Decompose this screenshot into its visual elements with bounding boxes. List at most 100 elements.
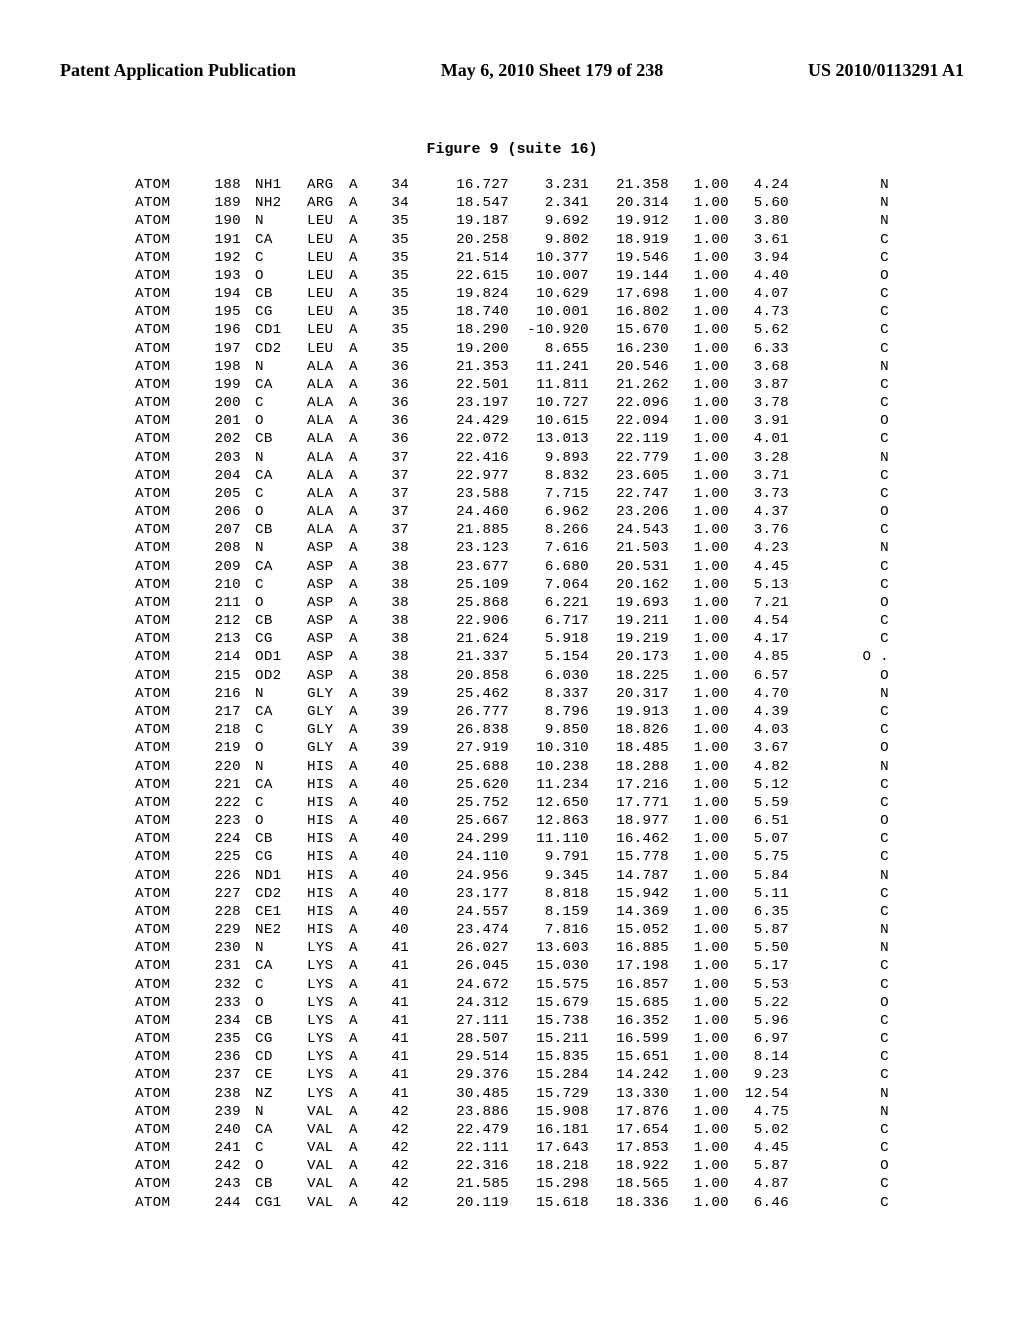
pdb-cell-ser: 203 <box>193 449 241 467</box>
pdb-row: ATOM217CAGLYA3926.7778.79619.9131.004.39… <box>135 703 889 721</box>
pdb-cell-seq: 41 <box>367 1030 409 1048</box>
pdb-cell-atom: C <box>241 485 307 503</box>
pdb-cell-atom: CG <box>241 303 307 321</box>
pdb-cell-elem: C <box>789 1121 889 1139</box>
pdb-cell-x: 21.624 <box>409 630 509 648</box>
pdb-cell-seq: 35 <box>367 340 409 358</box>
pdb-row: ATOM193OLEUA3522.61510.00719.1441.004.40… <box>135 267 889 285</box>
pdb-cell-occ: 1.00 <box>669 1103 729 1121</box>
pdb-cell-rec: ATOM <box>135 467 193 485</box>
pdb-cell-occ: 1.00 <box>669 194 729 212</box>
pdb-row: ATOM211OASPA3825.8686.22119.6931.007.21O <box>135 594 889 612</box>
pdb-cell-chain: A <box>349 1030 367 1048</box>
pdb-cell-seq: 38 <box>367 648 409 666</box>
pdb-cell-z: 18.288 <box>589 758 669 776</box>
pdb-cell-z: 14.787 <box>589 867 669 885</box>
pdb-cell-res: ASP <box>307 558 349 576</box>
pdb-cell-atom: C <box>241 249 307 267</box>
pdb-row: ATOM234CBLYSA4127.11115.73816.3521.005.9… <box>135 1012 889 1030</box>
pdb-cell-chain: A <box>349 503 367 521</box>
pdb-cell-rec: ATOM <box>135 449 193 467</box>
pdb-cell-atom: CA <box>241 776 307 794</box>
pdb-cell-x: 21.585 <box>409 1175 509 1193</box>
pdb-cell-rec: ATOM <box>135 485 193 503</box>
pdb-cell-x: 20.858 <box>409 667 509 685</box>
pdb-cell-y: 15.679 <box>509 994 589 1012</box>
pdb-cell-x: 24.672 <box>409 976 509 994</box>
pdb-cell-res: LYS <box>307 1030 349 1048</box>
pdb-cell-z: 15.685 <box>589 994 669 1012</box>
pdb-cell-elem: C <box>789 848 889 866</box>
pdb-cell-x: 27.111 <box>409 1012 509 1030</box>
pdb-cell-x: 23.197 <box>409 394 509 412</box>
pdb-cell-occ: 1.00 <box>669 376 729 394</box>
pdb-cell-z: 19.144 <box>589 267 669 285</box>
pdb-cell-y: 10.629 <box>509 285 589 303</box>
pdb-cell-ser: 222 <box>193 794 241 812</box>
pdb-cell-res: LYS <box>307 994 349 1012</box>
figure-title: Figure 9 (suite 16) <box>60 141 964 158</box>
pdb-cell-res: LYS <box>307 957 349 975</box>
pdb-cell-y: 12.650 <box>509 794 589 812</box>
pdb-cell-x: 23.886 <box>409 1103 509 1121</box>
pdb-cell-ser: 206 <box>193 503 241 521</box>
pdb-cell-z: 21.358 <box>589 176 669 194</box>
pdb-cell-occ: 1.00 <box>669 994 729 1012</box>
pdb-cell-y: 7.816 <box>509 921 589 939</box>
pdb-cell-res: ASP <box>307 630 349 648</box>
pdb-cell-seq: 41 <box>367 976 409 994</box>
pdb-cell-ser: 221 <box>193 776 241 794</box>
pdb-cell-chain: A <box>349 794 367 812</box>
pdb-cell-res: LYS <box>307 1012 349 1030</box>
pdb-cell-ser: 212 <box>193 612 241 630</box>
pdb-row: ATOM218CGLYA3926.8389.85018.8261.004.03C <box>135 721 889 739</box>
pdb-cell-y: 9.345 <box>509 867 589 885</box>
pdb-cell-occ: 1.00 <box>669 685 729 703</box>
pdb-cell-z: 22.779 <box>589 449 669 467</box>
pdb-cell-elem: N <box>789 358 889 376</box>
pdb-cell-chain: A <box>349 449 367 467</box>
pdb-cell-temp: 5.50 <box>729 939 789 957</box>
pdb-cell-ser: 229 <box>193 921 241 939</box>
pdb-cell-occ: 1.00 <box>669 340 729 358</box>
pdb-cell-ser: 244 <box>193 1194 241 1212</box>
pdb-cell-atom: CD <box>241 1048 307 1066</box>
pdb-cell-rec: ATOM <box>135 1066 193 1084</box>
pdb-cell-atom: O <box>241 1157 307 1175</box>
pdb-row: ATOM241CVALA4222.11117.64317.8531.004.45… <box>135 1139 889 1157</box>
pdb-cell-atom: C <box>241 394 307 412</box>
pdb-cell-occ: 1.00 <box>669 594 729 612</box>
pdb-cell-occ: 1.00 <box>669 648 729 666</box>
pdb-row: ATOM215OD2ASPA3820.8586.03018.2251.006.5… <box>135 667 889 685</box>
pdb-cell-seq: 38 <box>367 558 409 576</box>
pdb-cell-atom: O <box>241 503 307 521</box>
pdb-row: ATOM192CLEUA3521.51410.37719.5461.003.94… <box>135 249 889 267</box>
pdb-cell-chain: A <box>349 231 367 249</box>
pdb-cell-temp: 5.13 <box>729 576 789 594</box>
pdb-row: ATOM204CAALAA3722.9778.83223.6051.003.71… <box>135 467 889 485</box>
pdb-cell-y: 9.802 <box>509 231 589 249</box>
pdb-cell-atom: OD2 <box>241 667 307 685</box>
pdb-cell-y: 8.337 <box>509 685 589 703</box>
pdb-row: ATOM216NGLYA3925.4628.33720.3171.004.70N <box>135 685 889 703</box>
pdb-cell-res: VAL <box>307 1157 349 1175</box>
pdb-row: ATOM236CDLYSA4129.51415.83515.6511.008.1… <box>135 1048 889 1066</box>
pdb-cell-x: 26.777 <box>409 703 509 721</box>
pdb-cell-rec: ATOM <box>135 412 193 430</box>
pdb-cell-res: ALA <box>307 521 349 539</box>
pdb-cell-elem: C <box>789 376 889 394</box>
pdb-cell-chain: A <box>349 285 367 303</box>
pdb-cell-rec: ATOM <box>135 176 193 194</box>
pdb-cell-rec: ATOM <box>135 1030 193 1048</box>
pdb-cell-ser: 237 <box>193 1066 241 1084</box>
pdb-cell-y: 12.863 <box>509 812 589 830</box>
pdb-cell-chain: A <box>349 703 367 721</box>
pdb-cell-res: HIS <box>307 794 349 812</box>
pdb-cell-temp: 5.60 <box>729 194 789 212</box>
pdb-cell-rec: ATOM <box>135 848 193 866</box>
pdb-cell-temp: 5.59 <box>729 794 789 812</box>
pdb-cell-seq: 41 <box>367 1012 409 1030</box>
pdb-cell-elem: C <box>789 521 889 539</box>
pdb-cell-ser: 195 <box>193 303 241 321</box>
pdb-cell-res: HIS <box>307 921 349 939</box>
